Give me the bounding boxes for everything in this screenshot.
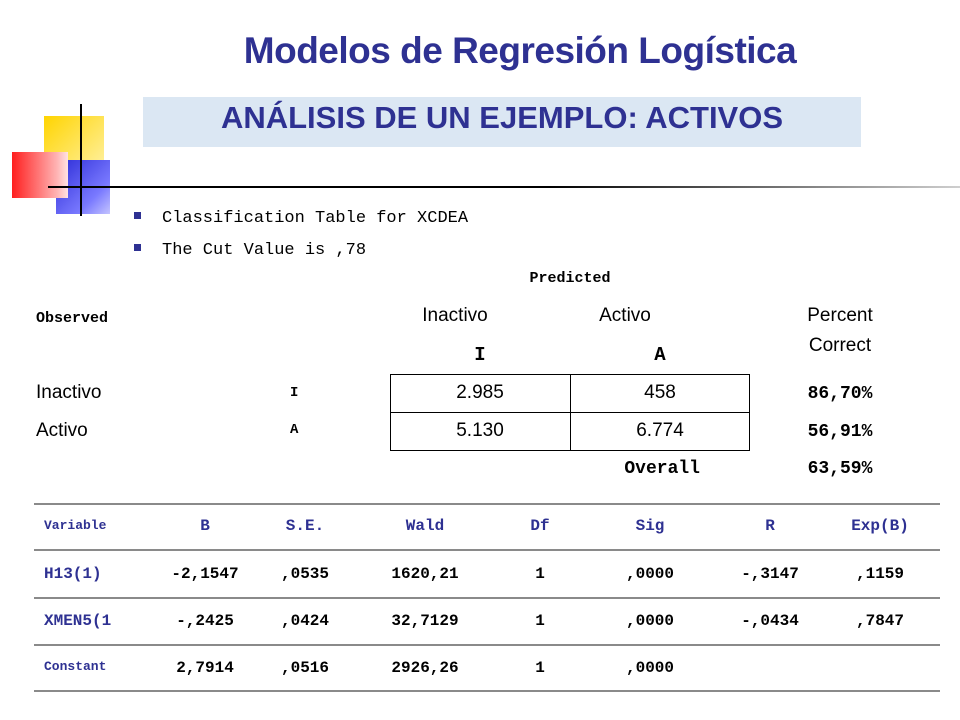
row-sig: ,0000 — [625, 565, 674, 583]
row-df: 1 — [535, 659, 545, 677]
row-r: -,0434 — [741, 612, 799, 630]
column-header-percent: Percent — [807, 305, 873, 326]
bullet-text: Classification Table for XCDEA — [162, 209, 469, 228]
table-border-right — [749, 374, 750, 451]
cell-inactivo-inactivo: 2.985 — [456, 382, 504, 403]
cell-inactivo-activo: 458 — [644, 382, 676, 403]
page-subtitle: ANÁLISIS DE UN EJEMPLO: ACTIVOS — [220, 100, 784, 135]
row-variable: XMEN5(1 — [44, 612, 112, 630]
observed-header: Observed — [36, 310, 109, 327]
header-exp-b: Exp(B) — [851, 517, 909, 535]
header-r: R — [765, 517, 775, 535]
row-code-i: I — [290, 385, 299, 401]
row-code-a: A — [290, 422, 299, 438]
overall-label: Overall — [624, 459, 700, 479]
column-code-i: I — [474, 344, 486, 366]
row-wald: 1620,21 — [391, 565, 459, 583]
row-label-activo: Activo — [36, 420, 88, 441]
row-wald: 32,7129 — [391, 612, 459, 630]
decorative-vertical-line — [80, 104, 82, 216]
table-rule — [34, 503, 940, 505]
table-rule — [34, 549, 940, 551]
header-sig: Sig — [635, 517, 665, 535]
row-se: ,0424 — [280, 612, 329, 630]
table-border-divider — [570, 374, 571, 451]
row-se: ,0516 — [280, 659, 329, 677]
table-rule — [34, 597, 940, 599]
cell-inactivo-percent: 86,70% — [807, 384, 873, 404]
overall-percent: 63,59% — [807, 459, 873, 479]
row-variable: H13(1) — [44, 565, 102, 583]
predicted-header: Predicted — [529, 270, 611, 287]
row-df: 1 — [535, 565, 545, 583]
square-bullet-icon — [134, 244, 141, 252]
bullet-item: Classification Table for XCDEA — [134, 209, 468, 228]
cell-activo-activo: 6.774 — [636, 420, 684, 441]
page-title: Modelos de Regresión Logística — [243, 30, 797, 71]
row-sig: ,0000 — [625, 612, 674, 630]
bullet-item: The Cut Value is ,78 — [134, 241, 366, 260]
column-header-activo: Activo — [599, 305, 651, 326]
cell-activo-inactivo: 5.130 — [456, 420, 504, 441]
header-se: S.E. — [285, 517, 325, 535]
column-code-a: A — [654, 344, 666, 366]
decorative-red-square — [12, 152, 68, 198]
row-wald: 2926,26 — [391, 659, 459, 677]
column-header-correct: Correct — [808, 335, 872, 356]
row-exp-b: ,7847 — [855, 612, 904, 630]
row-b: 2,7914 — [176, 659, 234, 677]
subtitle-background — [143, 97, 861, 147]
bullet-text: The Cut Value is ,78 — [162, 241, 367, 260]
table-rule — [34, 690, 940, 692]
row-exp-b: ,1159 — [855, 565, 904, 583]
header-b: B — [200, 517, 210, 535]
table-border-left — [390, 374, 391, 451]
column-header-inactivo: Inactivo — [422, 305, 488, 326]
row-r: -,3147 — [741, 565, 799, 583]
square-bullet-icon — [134, 212, 141, 220]
row-variable: Constant — [44, 659, 107, 674]
row-se: ,0535 — [280, 565, 329, 583]
row-label-inactivo: Inactivo — [36, 382, 102, 403]
table-rule — [34, 644, 940, 646]
header-wald: Wald — [405, 517, 445, 535]
header-variable: Variable — [44, 518, 107, 533]
row-sig: ,0000 — [625, 659, 674, 677]
row-b: -,2425 — [176, 612, 234, 630]
row-b: -2,1547 — [171, 565, 239, 583]
title-divider-line — [48, 186, 960, 188]
cell-activo-percent: 56,91% — [807, 422, 873, 442]
row-df: 1 — [535, 612, 545, 630]
header-df: Df — [530, 517, 550, 535]
